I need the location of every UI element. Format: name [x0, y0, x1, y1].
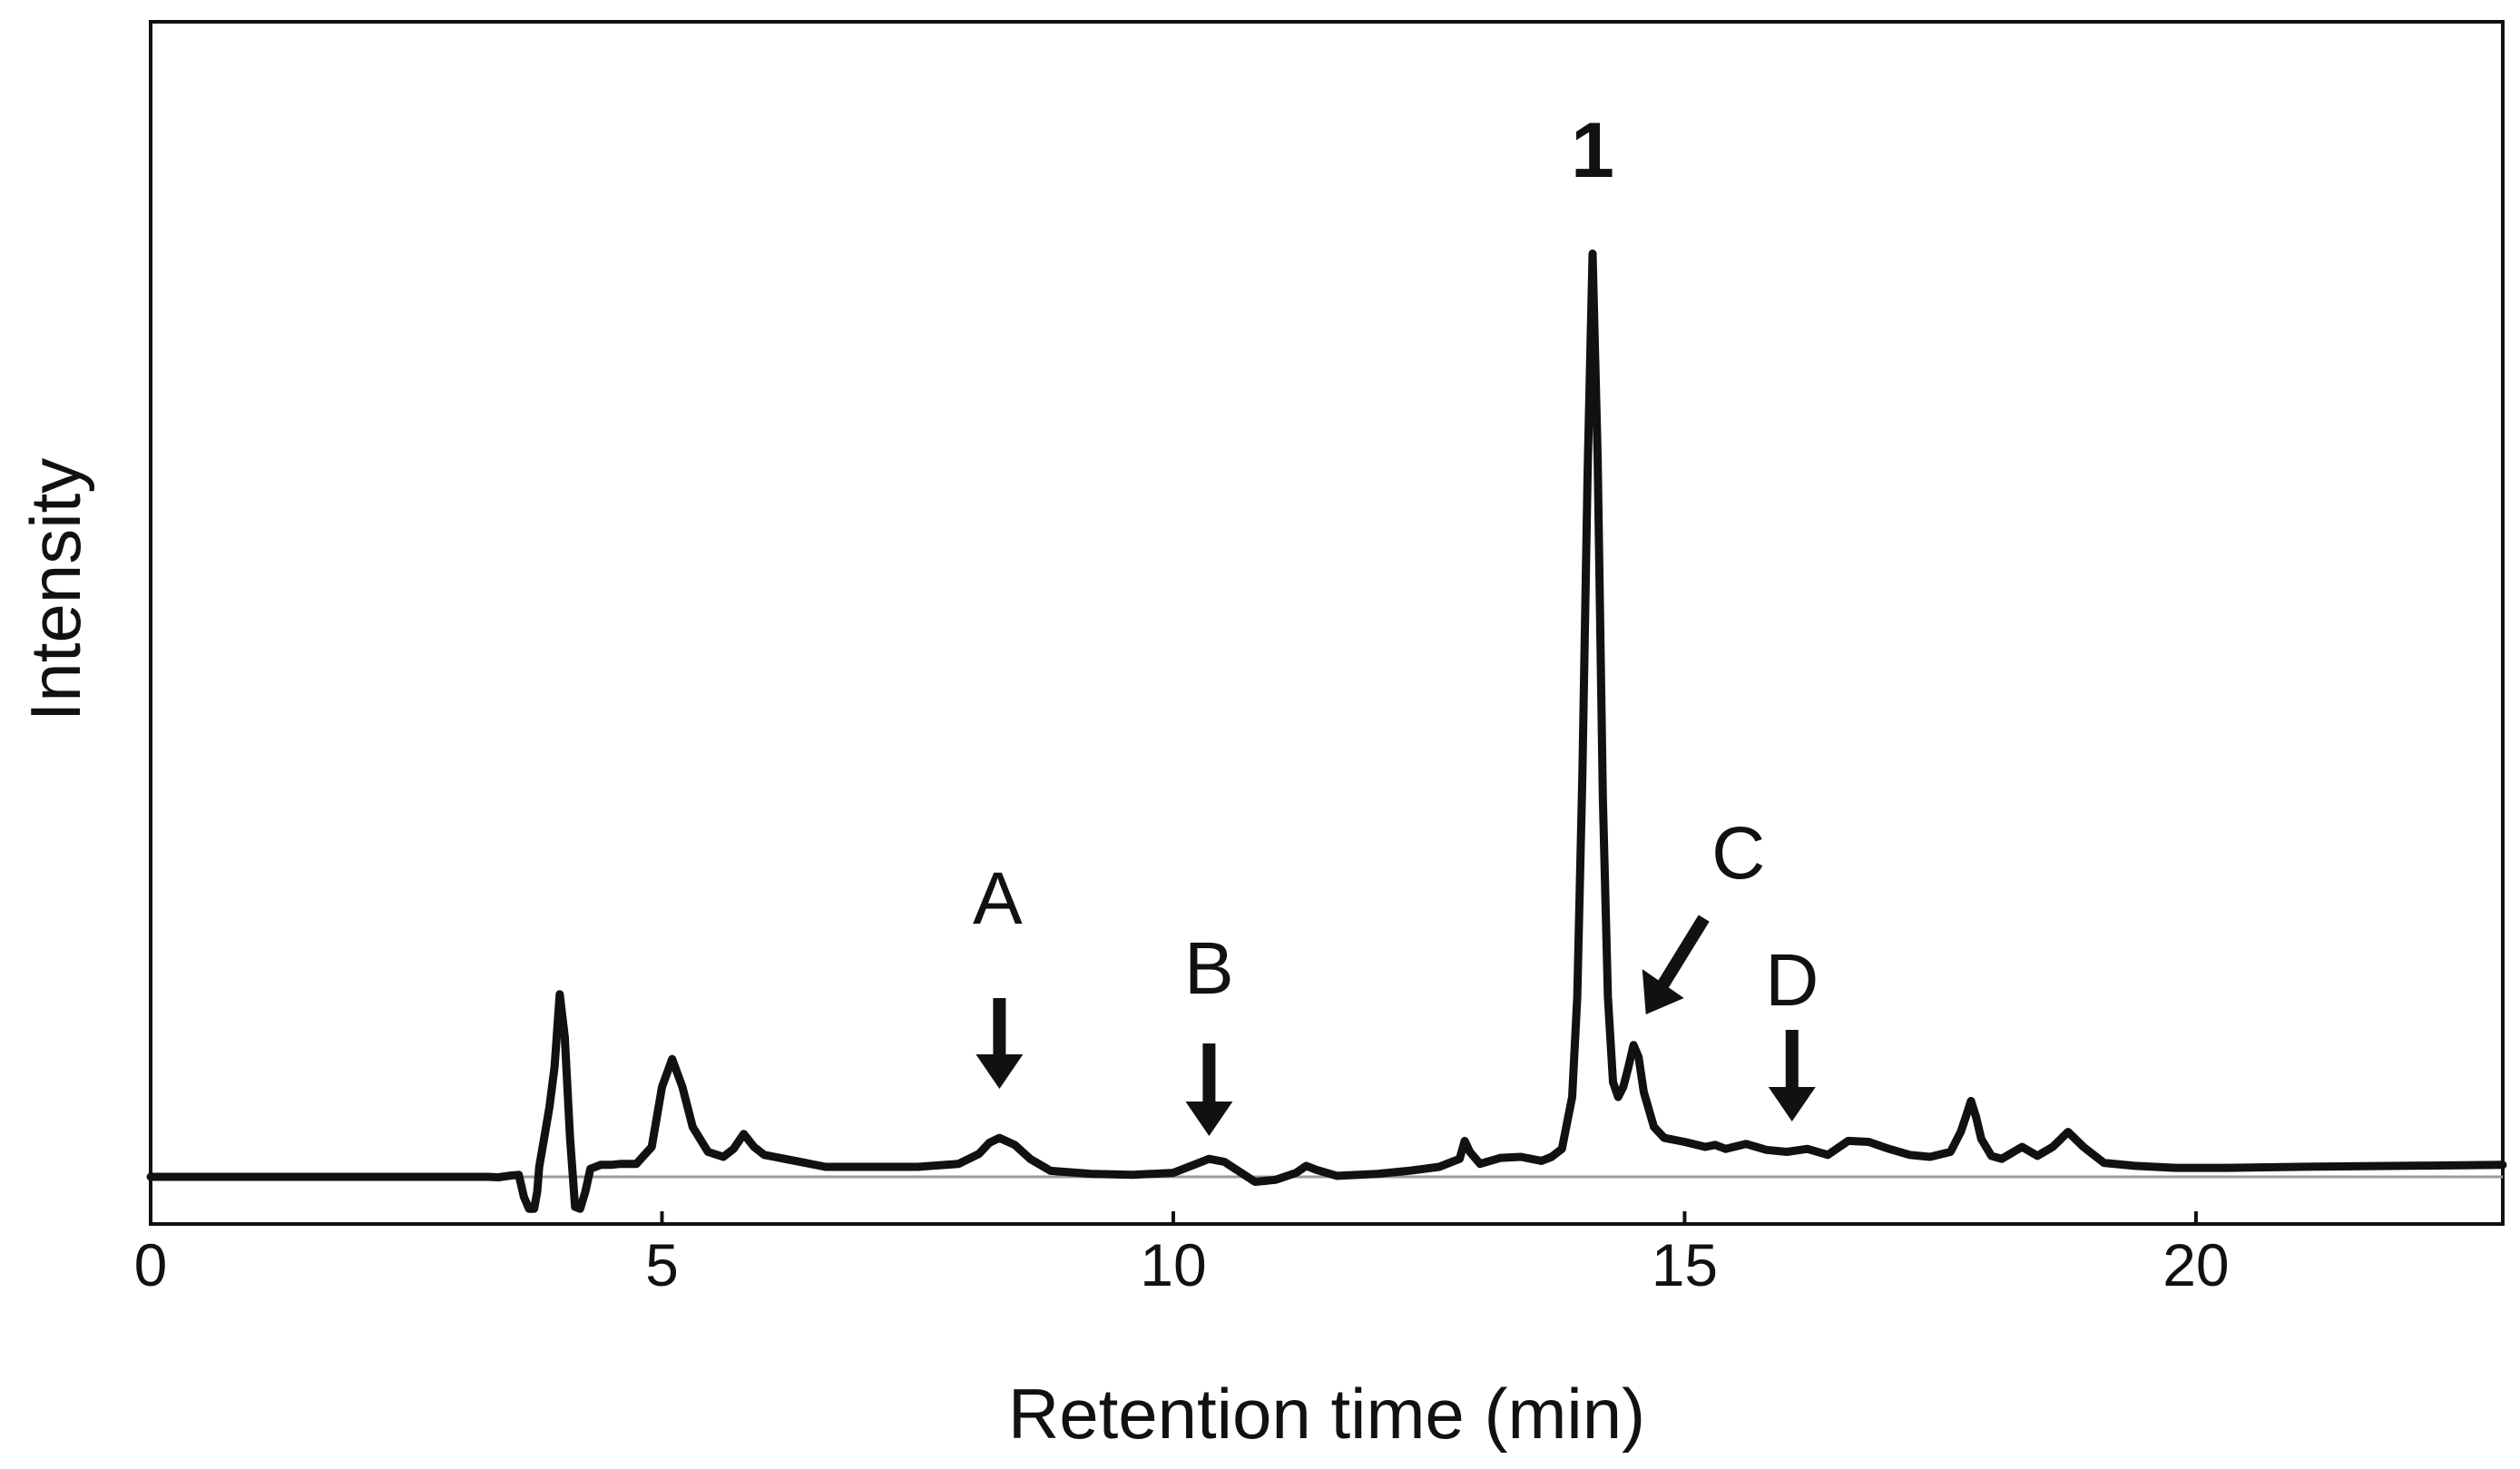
peak-label-1: 1	[1571, 107, 1614, 194]
chromatogram-trace	[146, 250, 2507, 1213]
x-axis-title: Retention time (min)	[1008, 1374, 1645, 1454]
x-axis-ticks: 0 5 10 15 20	[134, 1211, 2230, 1298]
peak-c-arrow-shaft	[1654, 915, 1710, 993]
peak-label-b: B	[1184, 927, 1234, 1010]
peak-label-a: A	[973, 857, 1023, 940]
x-tick-label: 15	[1652, 1231, 1718, 1298]
peak-d-arrow-head	[1768, 1087, 1816, 1121]
peak-a-arrow-head	[976, 1054, 1024, 1089]
y-axis-title: Intensity	[15, 458, 95, 721]
x-tick-label: 10	[1140, 1231, 1206, 1298]
x-tick-label: 20	[2162, 1231, 2229, 1298]
plot-frame	[149, 20, 2505, 1226]
x-tick-label: 5	[645, 1231, 679, 1298]
peak-annotations: 1 A B CD	[973, 107, 1819, 1136]
peak-c-arrow-head	[1642, 969, 1684, 1014]
peak-label-c: C	[1711, 812, 1765, 895]
peak-b-arrow-head	[1185, 1102, 1233, 1136]
peak-label-d: D	[1765, 939, 1819, 1022]
x-tick-label: 0	[134, 1231, 168, 1298]
